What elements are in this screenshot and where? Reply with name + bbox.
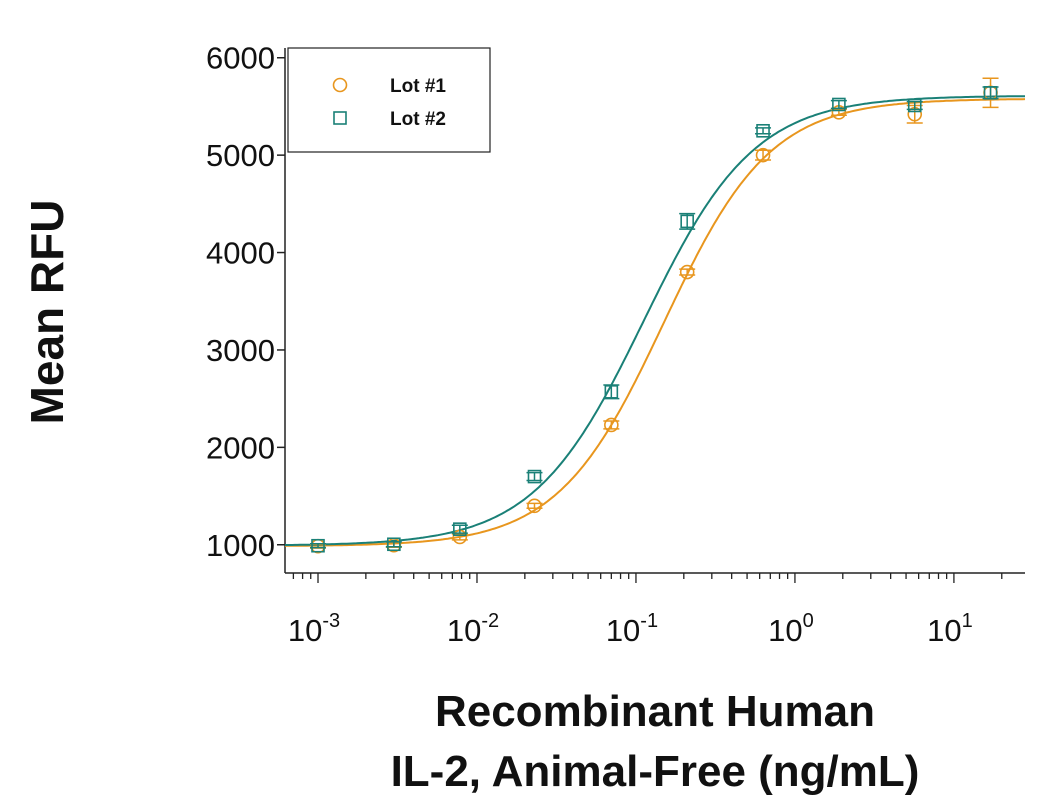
fit-curve-1 <box>284 98 1026 547</box>
data-point <box>526 498 543 514</box>
square-marker <box>387 537 401 552</box>
y-axis-label: Mean RFU <box>21 200 73 425</box>
y-tick-label: 5000 <box>206 138 275 173</box>
x-tick-label: 100 <box>768 610 814 648</box>
data-point <box>679 212 696 230</box>
circle-marker <box>755 147 771 163</box>
y-tick-label: 1000 <box>206 528 275 563</box>
legend-label-lot1: Lot #1 <box>390 76 446 97</box>
square-marker <box>527 469 542 484</box>
circle-marker <box>679 264 695 280</box>
x-axis-label-line2: IL-2, Animal-Free (ng/mL) <box>391 747 920 796</box>
x-tick-label: 10-3 <box>288 610 340 648</box>
y-tick-label: 6000 <box>206 41 275 76</box>
y-tick-label: 4000 <box>206 236 275 271</box>
legend-box <box>287 47 491 153</box>
y-tick-label: 2000 <box>206 430 275 465</box>
data-point <box>603 417 620 433</box>
data-point <box>830 97 847 112</box>
legend-circle-marker <box>332 77 348 93</box>
data-point <box>755 123 772 138</box>
square-marker <box>756 123 770 138</box>
square-marker <box>832 97 846 112</box>
square-marker <box>604 385 619 399</box>
x-tick-label: 101 <box>927 610 973 648</box>
data-point <box>906 98 923 113</box>
legend-label-lot2: Lot #2 <box>390 109 446 130</box>
legend-square-marker <box>333 111 347 125</box>
square-marker <box>311 538 325 553</box>
data-point <box>679 264 696 280</box>
x-tick-label: 10-2 <box>447 610 499 648</box>
data-point <box>603 384 620 400</box>
square-marker <box>680 214 694 229</box>
square-marker <box>907 98 922 113</box>
data-point <box>755 147 772 163</box>
circle-marker <box>604 417 619 433</box>
fit-curves <box>284 95 1026 547</box>
data-point <box>982 86 999 100</box>
circle-marker <box>527 498 542 514</box>
square-marker <box>453 522 467 536</box>
data-point <box>526 469 543 484</box>
fit-curve-2 <box>285 95 1025 546</box>
data-points <box>310 77 999 554</box>
x-axis-label-line1: Recombinant Human <box>435 687 875 736</box>
square-marker <box>983 86 998 100</box>
y-tick-label: 3000 <box>206 333 275 368</box>
data-point <box>451 522 468 536</box>
x-tick-label: 10-1 <box>606 610 658 648</box>
data-point <box>310 538 327 553</box>
legend: Lot #1 Lot #2 <box>287 47 491 153</box>
data-point <box>385 537 402 552</box>
